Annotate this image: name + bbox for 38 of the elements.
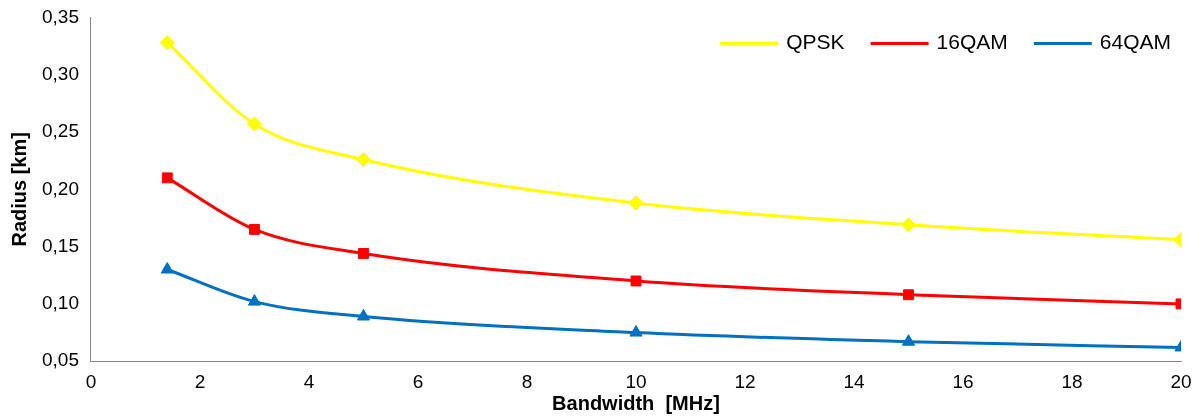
point xyxy=(161,172,173,184)
point xyxy=(247,294,262,306)
x-tick-label: 10 xyxy=(625,370,647,392)
x-tick-label: 12 xyxy=(734,370,756,392)
x-tick-label: 6 xyxy=(412,370,424,392)
point xyxy=(160,262,174,274)
x-tick-label: 16 xyxy=(952,370,974,392)
y-tick-label: 0,20 xyxy=(42,177,79,199)
y-axis-title: Radius [km] xyxy=(7,132,30,247)
point xyxy=(629,325,643,337)
point xyxy=(246,116,262,132)
point xyxy=(358,248,369,259)
point xyxy=(355,152,371,167)
y-tick-label: 0,15 xyxy=(42,234,79,256)
x-tick-label: 18 xyxy=(1061,370,1083,392)
x-tick-label: 4 xyxy=(303,370,315,392)
point xyxy=(249,223,260,235)
point xyxy=(630,275,642,287)
y-tick-label: 0,25 xyxy=(42,120,79,142)
x-tick-label: 0 xyxy=(85,370,97,392)
point xyxy=(159,35,175,51)
x-axis-title: Bandwidth [MHz] xyxy=(552,391,720,414)
point xyxy=(356,309,371,321)
point xyxy=(901,217,916,233)
point xyxy=(628,195,644,211)
legend-label: 64QAM xyxy=(1099,30,1172,54)
x-tick-label: 14 xyxy=(843,370,865,392)
y-tick-label: 0,30 xyxy=(42,62,79,84)
y-tick-label: 0,35 xyxy=(42,5,79,27)
x-tick-label: 8 xyxy=(521,370,533,392)
legend-label: 16QAM xyxy=(936,30,1008,54)
x-tick-label: 20 xyxy=(1170,370,1192,392)
x-tick-label: 2 xyxy=(194,370,206,392)
point xyxy=(901,334,916,346)
point xyxy=(903,289,914,301)
y-tick-label: 0,10 xyxy=(42,292,79,314)
legend-label: QPSK xyxy=(786,30,845,54)
y-tick-label: 0,05 xyxy=(42,349,79,371)
